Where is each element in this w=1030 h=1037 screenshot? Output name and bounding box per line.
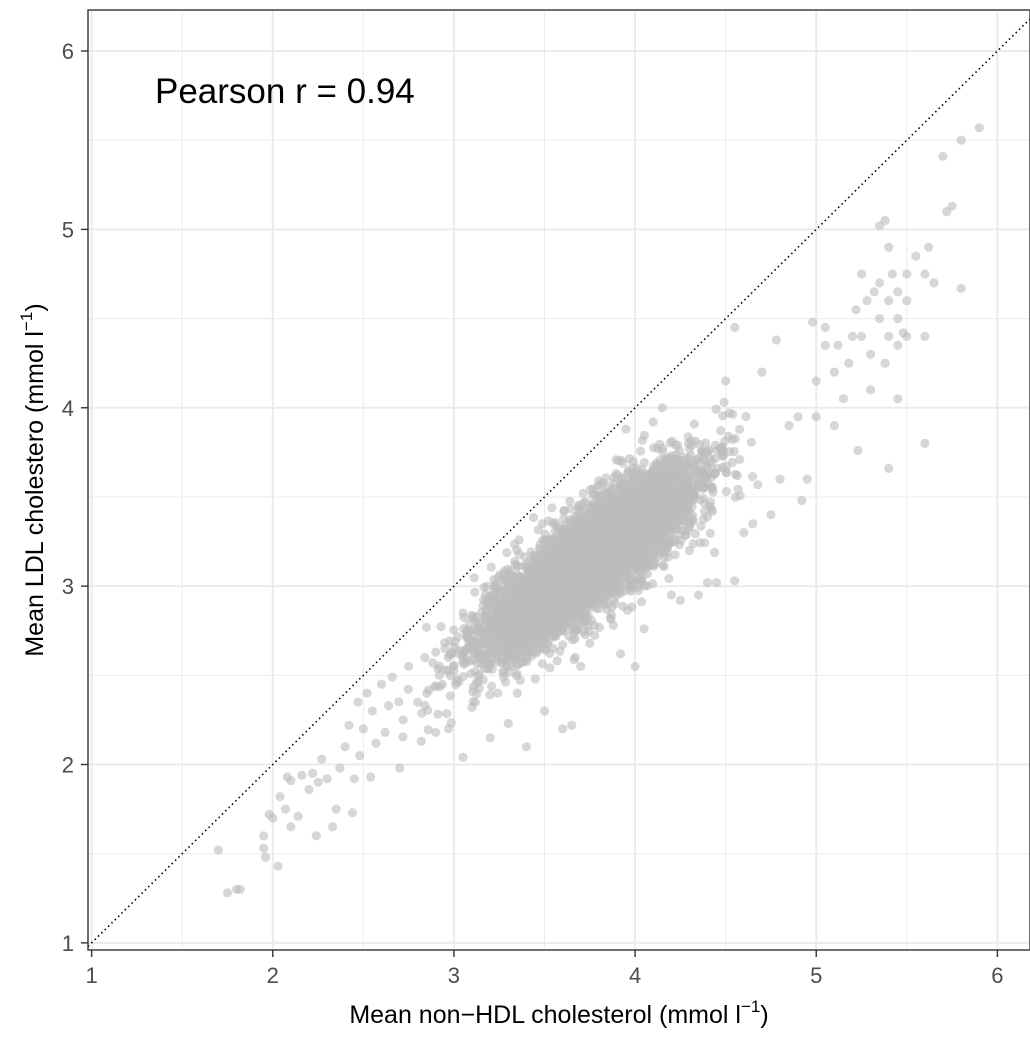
data-point xyxy=(515,535,524,544)
data-point xyxy=(625,454,634,463)
data-point xyxy=(640,458,649,467)
data-point xyxy=(675,540,684,549)
data-point xyxy=(748,472,757,481)
data-point xyxy=(614,456,623,465)
data-point xyxy=(553,656,562,665)
data-point xyxy=(470,573,479,582)
data-point xyxy=(720,398,729,407)
data-point xyxy=(422,623,431,632)
data-point xyxy=(734,485,743,494)
data-point xyxy=(731,493,740,502)
data-point xyxy=(741,412,750,421)
data-point xyxy=(691,529,700,538)
data-point xyxy=(487,682,496,691)
data-point xyxy=(493,689,502,698)
data-point xyxy=(690,420,699,429)
data-point xyxy=(671,550,680,559)
data-point xyxy=(451,680,460,689)
data-point xyxy=(487,562,496,571)
data-point xyxy=(459,613,468,622)
data-point xyxy=(642,581,651,590)
data-point xyxy=(417,709,426,718)
data-point xyxy=(699,515,708,524)
data-point xyxy=(547,503,556,512)
plot-background xyxy=(88,10,1030,950)
data-point xyxy=(658,447,667,456)
data-point xyxy=(753,480,762,489)
data-point xyxy=(710,548,719,557)
data-point xyxy=(431,648,440,657)
data-point xyxy=(747,438,756,447)
data-point xyxy=(404,685,413,694)
data-point xyxy=(716,426,725,435)
data-point xyxy=(722,487,731,496)
data-point xyxy=(636,447,645,456)
data-point xyxy=(590,631,599,640)
data-point xyxy=(470,588,479,597)
data-point xyxy=(570,634,579,643)
data-point xyxy=(502,548,511,557)
data-point xyxy=(515,549,524,558)
data-point xyxy=(664,574,673,583)
data-point xyxy=(433,710,442,719)
data-point xyxy=(565,497,574,506)
